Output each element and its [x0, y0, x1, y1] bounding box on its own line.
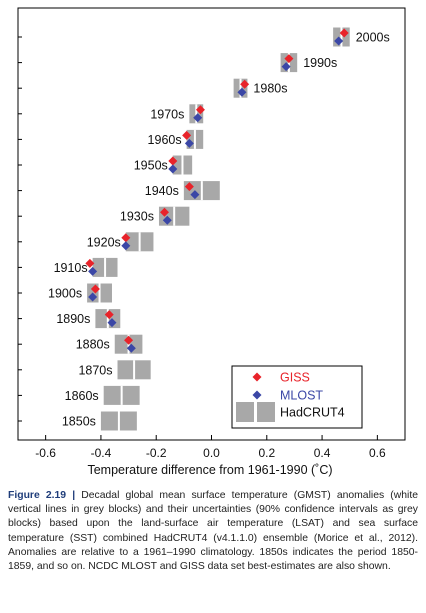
x-tick-label: 0.4: [314, 446, 331, 460]
mlost-point-1940s: [190, 190, 200, 200]
giss-point-1970s: [195, 105, 205, 115]
x-tick-label: -0.2: [146, 446, 167, 460]
caption-separator: |: [72, 490, 76, 501]
decade-label-1880s: 1880s: [76, 338, 110, 352]
giss-point-1890s: [104, 310, 114, 320]
giss-point-1900s: [90, 284, 100, 294]
mlost-point-1910s: [88, 266, 98, 276]
x-tick-label: -0.6: [35, 446, 56, 460]
decade-label-1920s: 1920s: [87, 235, 121, 249]
mlost-point-1890s: [107, 318, 117, 328]
mlost-point-2000s: [334, 36, 344, 46]
decade-label-1990s: 1990s: [303, 56, 337, 70]
giss-point-1990s: [284, 54, 294, 64]
hadcrut4-legend-label: HadCRUT4: [280, 406, 345, 420]
mlost-point-1930s: [162, 215, 172, 225]
mlost-point-1900s: [88, 292, 98, 302]
decade-label-1860s: 1860s: [65, 389, 99, 403]
decade-label-1850s: 1850s: [62, 415, 96, 429]
mlost-point-1950s: [168, 164, 178, 174]
decade-label-1890s: 1890s: [56, 312, 90, 326]
decade-label-1980s: 1980s: [253, 82, 287, 96]
giss-point-1950s: [168, 156, 178, 166]
plot-frame: [17, 7, 406, 441]
decade-label-1900s: 1900s: [48, 287, 82, 301]
x-axis-title: Temperature difference from 1961-1990 (˚…: [87, 463, 332, 477]
x-tick-label: -0.4: [91, 446, 112, 460]
mlost-legend-label: MLOST: [280, 389, 323, 403]
legend: GISS MLOST HadCRUT4: [231, 365, 363, 429]
giss-point-1940s: [184, 182, 194, 192]
series-markers: [85, 28, 349, 353]
hadcrut4-blocks: [87, 27, 350, 431]
mlost-legend-marker: [252, 390, 262, 400]
gmst-decadal-chart: 2000s 1990s 1980s 1970s 1960s 1950s 1940s 1930s…: [17, 7, 406, 477]
mlost-point-1920s: [121, 241, 131, 251]
giss-point-1880s: [124, 335, 134, 345]
giss-legend-label: GISS: [280, 371, 310, 385]
giss-point-1910s: [85, 258, 95, 268]
x-axis: -0.6 -0.4 -0.2 0.0 0.2 0.4 0.6: [18, 36, 386, 460]
mlost-point-1880s: [126, 343, 136, 353]
hadcrut4-legend-block-right: [257, 402, 275, 422]
decade-label-1910s: 1910s: [54, 261, 88, 275]
giss-legend-marker: [252, 372, 262, 382]
mlost-point-1990s: [281, 62, 291, 72]
x-tick-label: 0.2: [258, 446, 275, 460]
decade-labels: 2000s 1990s 1980s 1970s 1960s 1950s 1940s 1930s…: [48, 31, 390, 429]
x-tick-label: 0.0: [203, 446, 220, 460]
decade-label-1930s: 1930s: [120, 210, 154, 224]
giss-point-1920s: [121, 233, 131, 243]
mlost-point-1970s: [193, 113, 203, 123]
hadcrut4-legend-block-left: [236, 402, 254, 422]
caption-text: Decadal global mean surface temperature …: [8, 490, 419, 573]
giss-point-2000s: [339, 28, 349, 38]
giss-point-1980s: [240, 79, 250, 89]
giss-point-1930s: [160, 207, 170, 217]
figure-caption: Figure 2.19 | Decadal global mean surfac…: [8, 489, 418, 574]
decade-label-1950s: 1950s: [134, 159, 168, 173]
decade-label-1960s: 1960s: [148, 133, 182, 147]
giss-point-1960s: [182, 130, 192, 140]
decade-label-2000s: 2000s: [356, 31, 390, 45]
mlost-point-1980s: [237, 87, 247, 97]
decade-label-1870s: 1870s: [78, 363, 112, 377]
figure-label: Figure 2.19: [8, 490, 67, 501]
x-tick-label: 0.6: [369, 446, 386, 460]
decade-label-1940s: 1940s: [145, 184, 179, 198]
decade-label-1970s: 1970s: [150, 107, 184, 121]
mlost-point-1960s: [184, 138, 194, 148]
